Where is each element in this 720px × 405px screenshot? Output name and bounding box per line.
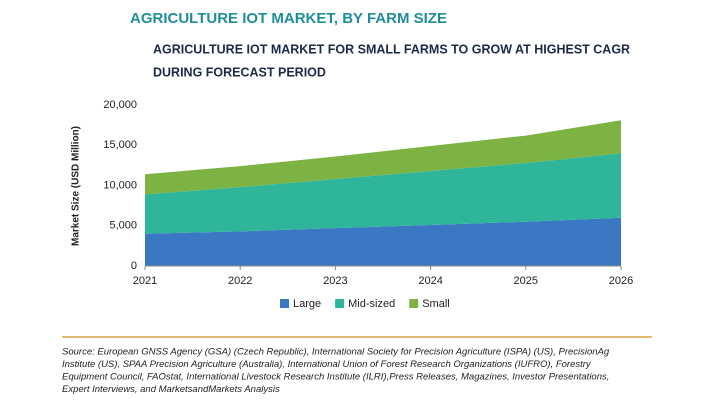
x-tick-label: 2026 [609,275,633,287]
x-tick-label: 2025 [514,275,538,287]
y-tick-label: 15,000 [103,139,137,151]
source-note: Expert Interviews, and MarketsandMarkets… [62,384,280,395]
legend-swatch [335,299,345,308]
area [145,217,621,266]
x-tick-label: 2024 [418,275,442,287]
x-tick-label: 2022 [228,275,252,287]
chart-title: AGRICULTURE IOT MARKET, BY FARM SIZE [130,10,447,27]
y-tick-label: 5,000 [109,220,137,232]
chart-subtitle: AGRICULTURE IOT MARKET FOR SMALL FARMS T… [153,42,630,56]
source-note: Equipment Council, FAOstat, Internationa… [62,372,609,383]
source-note: Source: European GNSS Agency (GSA) (Czec… [62,347,610,358]
source-note: Institute (US), SPAA Precision Agricultu… [62,359,592,370]
y-tick-label: 10,000 [103,179,137,191]
y-tick-label: 20,000 [103,99,137,111]
chart-subtitle: DURING FORECAST PERIOD [153,65,326,79]
legend-swatch [280,299,289,308]
legend-label: Large [293,298,321,310]
y-tick-label: 0 [131,260,137,272]
area [145,120,621,195]
legend-swatch [409,299,419,308]
legend-label: Mid-sized [348,298,395,310]
x-tick-label: 2023 [323,275,347,287]
x-tick-label: 2021 [133,275,157,287]
legend-label: Small [422,298,450,310]
area [145,153,621,234]
y-axis-label: Market Size (USD Million) [71,126,82,246]
